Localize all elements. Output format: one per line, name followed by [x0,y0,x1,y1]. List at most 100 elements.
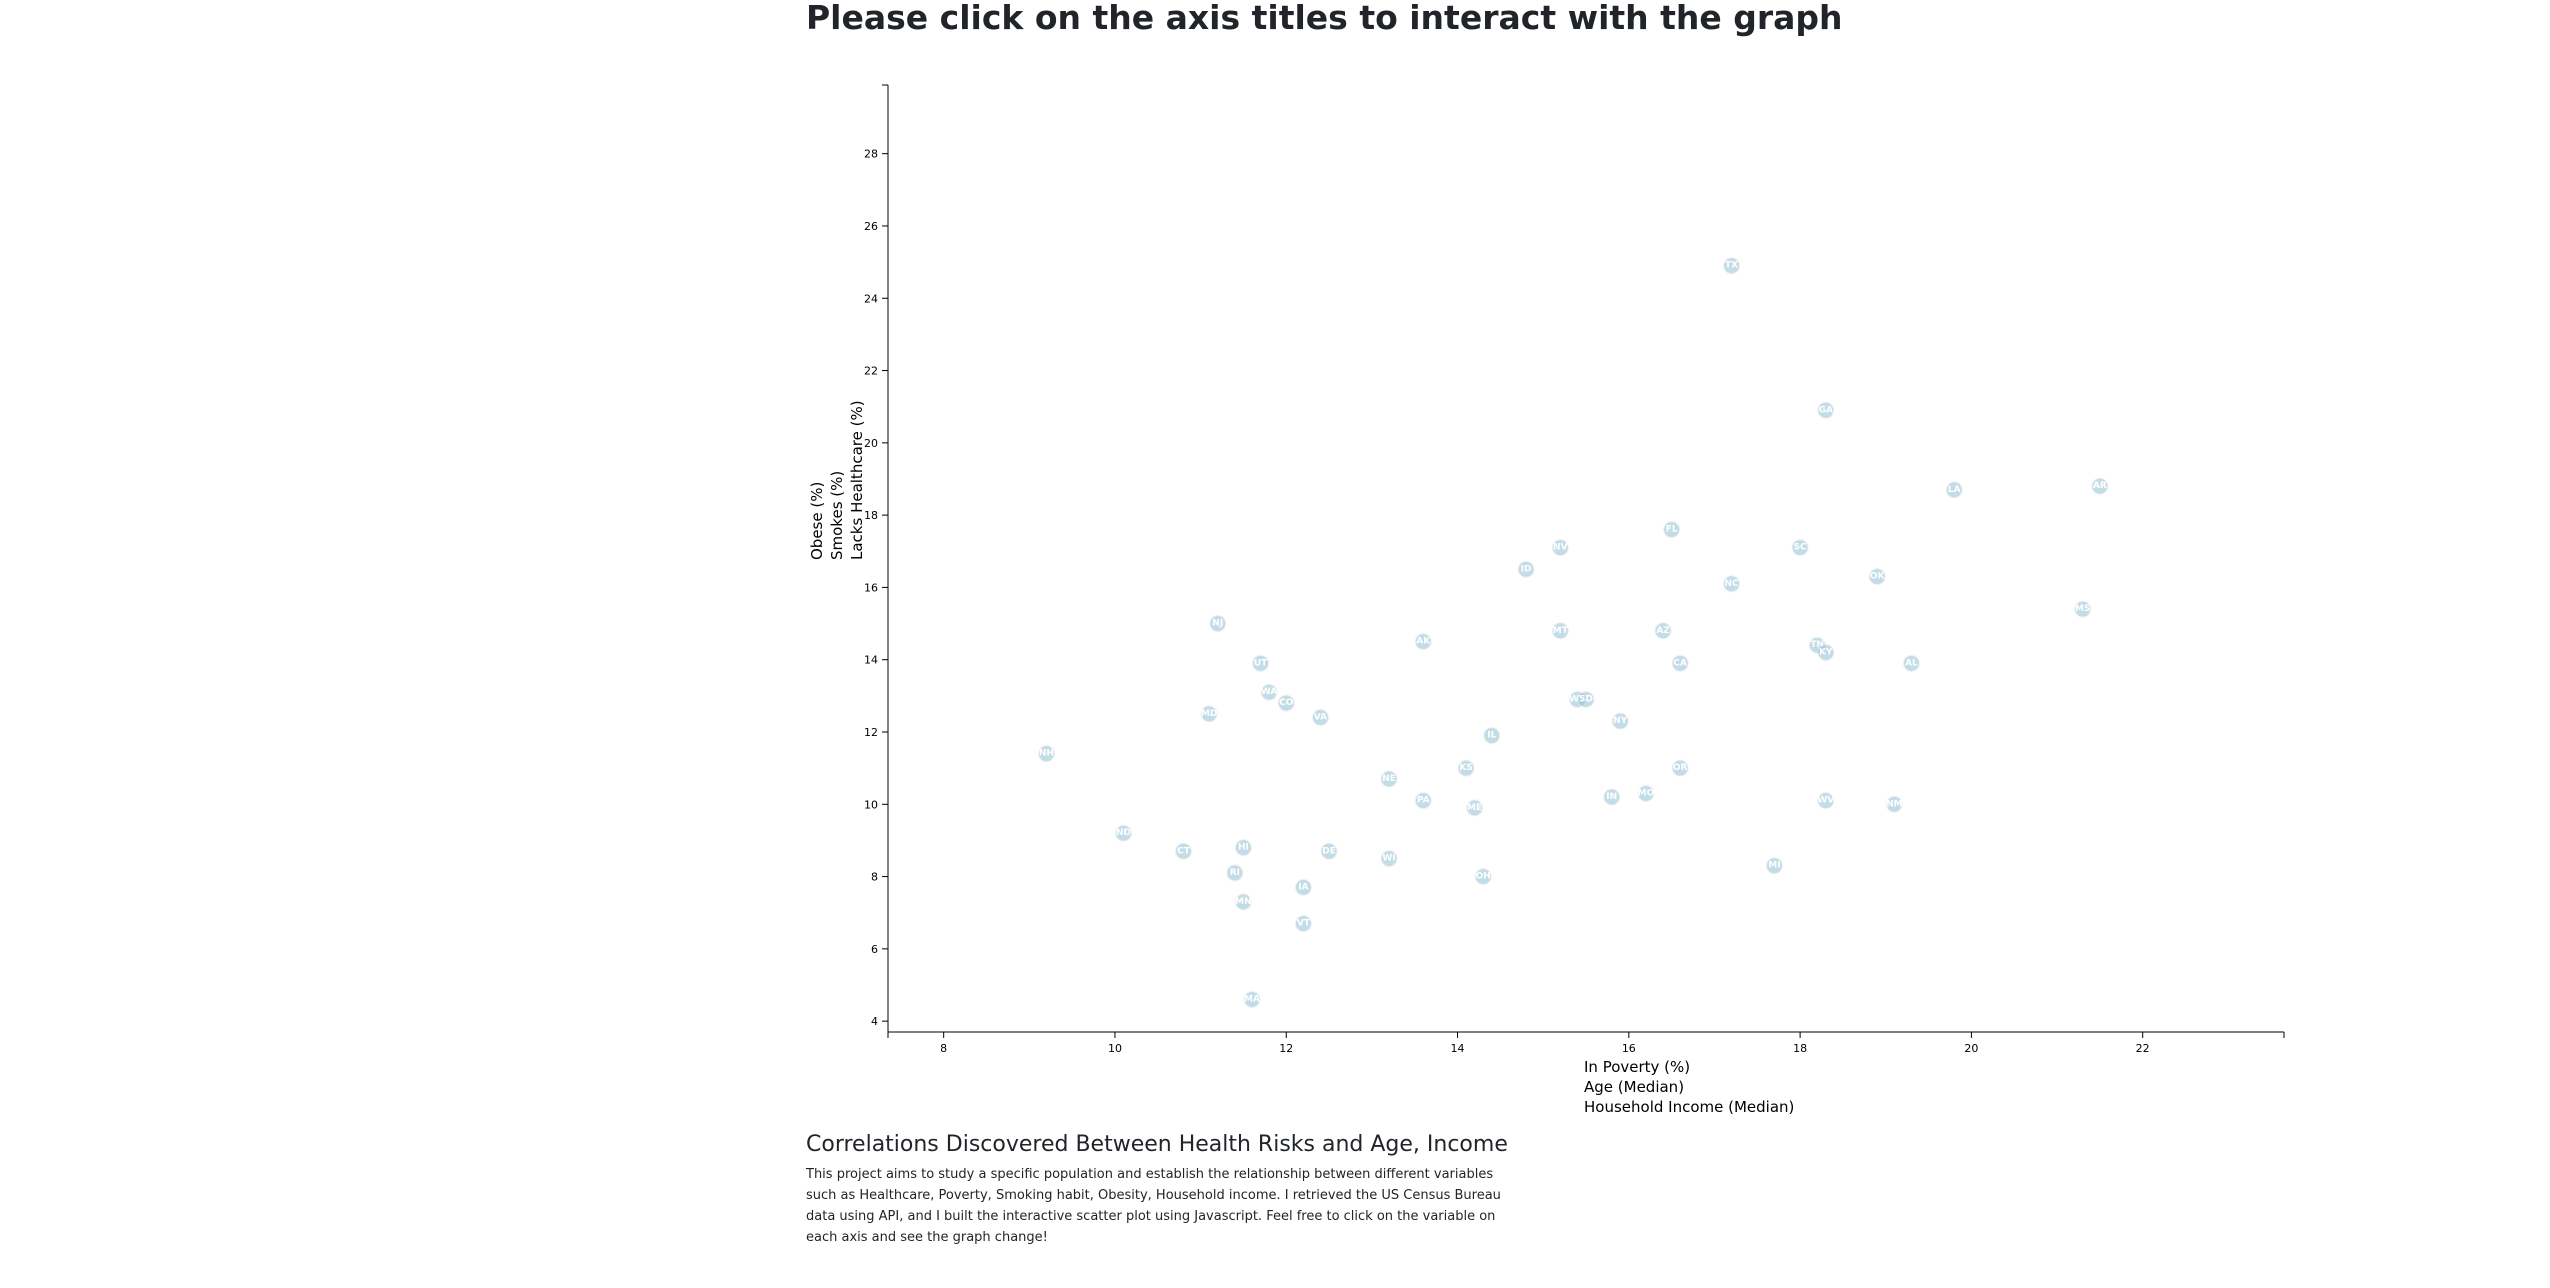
state-circle[interactable] [1902,654,1920,672]
state-circle[interactable] [1312,709,1330,727]
y-axis-title-obese[interactable]: Obese (%) [808,482,826,560]
state-point-in[interactable]: IN [1603,788,1621,806]
state-point-ms[interactable]: MS [2074,600,2092,618]
state-circle[interactable] [1294,915,1312,933]
state-circle[interactable] [1115,824,1133,842]
state-point-al[interactable]: AL [1902,654,1920,672]
state-circle[interactable] [1474,868,1492,886]
state-point-mi[interactable]: MI [1765,857,1783,875]
state-circle[interactable] [1174,842,1192,860]
state-circle[interactable] [1260,683,1278,701]
state-circle[interactable] [1277,694,1295,712]
state-point-vt[interactable]: VT [1294,915,1312,933]
state-point-ne[interactable]: NE [1380,770,1398,788]
state-circle[interactable] [1577,690,1595,708]
state-circle[interactable] [1671,654,1689,672]
state-point-ny[interactable]: NY [1611,712,1629,730]
state-circle[interactable] [1294,878,1312,896]
state-circle[interactable] [1723,257,1741,275]
state-point-nd[interactable]: ND [1115,824,1133,842]
state-point-mo[interactable]: MO [1637,784,1655,802]
state-point-de[interactable]: DE [1320,842,1338,860]
state-point-nj[interactable]: NJ [1209,615,1227,633]
state-point-ma[interactable]: MA [1243,990,1261,1008]
state-circle[interactable] [1817,401,1835,419]
y-axis-title-smokes[interactable]: Smokes (%) [828,471,846,560]
state-circle[interactable] [1226,864,1244,882]
state-point-ak[interactable]: AK [1414,633,1432,651]
state-point-mt[interactable]: MT [1551,622,1569,640]
state-circle[interactable] [1414,792,1432,810]
state-circle[interactable] [1414,633,1432,651]
state-point-md[interactable]: MD [1200,705,1218,723]
state-circle[interactable] [1320,842,1338,860]
state-point-hi[interactable]: HI [1234,839,1252,857]
state-point-sc[interactable]: SC [1791,539,1809,557]
state-point-pa[interactable]: PA [1414,792,1432,810]
state-point-il[interactable]: IL [1483,727,1501,745]
state-circle[interactable] [1234,839,1252,857]
state-circle[interactable] [2091,477,2109,495]
state-point-wa[interactable]: WA [1260,683,1278,701]
state-point-nc[interactable]: NC [1723,575,1741,593]
state-point-fl[interactable]: FL [1663,521,1681,539]
state-circle[interactable] [1517,560,1535,578]
state-point-ga[interactable]: GA [1817,401,1835,419]
state-point-ut[interactable]: UT [1252,654,1270,672]
state-circle[interactable] [1243,990,1261,1008]
state-circle[interactable] [1791,539,1809,557]
state-circle[interactable] [1723,575,1741,593]
state-point-ar[interactable]: AR [2091,477,2109,495]
x-axis-title-age[interactable]: Age (Median) [1584,1078,1684,1096]
state-point-me[interactable]: ME [1466,799,1484,817]
state-point-oh[interactable]: OH [1474,868,1492,886]
state-circle[interactable] [1466,799,1484,817]
state-point-wi[interactable]: WI [1380,850,1398,868]
state-point-va[interactable]: VA [1312,709,1330,727]
state-point-ia[interactable]: IA [1294,878,1312,896]
state-point-wv[interactable]: WV [1817,792,1835,810]
state-point-ok[interactable]: OK [1868,568,1886,586]
state-circle[interactable] [1252,654,1270,672]
state-circle[interactable] [1637,784,1655,802]
state-point-nv[interactable]: NV [1551,539,1569,557]
state-point-nm[interactable]: NM [1885,795,1903,813]
state-circle[interactable] [1817,792,1835,810]
x-axis-title-poverty[interactable]: In Poverty (%) [1584,1058,1690,1076]
state-circle[interactable] [1611,712,1629,730]
state-point-co[interactable]: CO [1277,694,1295,712]
state-circle[interactable] [1817,643,1835,661]
state-circle[interactable] [1671,759,1689,777]
state-circle[interactable] [1885,795,1903,813]
state-point-sd[interactable]: SD [1577,690,1595,708]
state-circle[interactable] [1457,759,1475,777]
state-point-or[interactable]: OR [1671,759,1689,777]
state-circle[interactable] [1380,850,1398,868]
state-circle[interactable] [1234,893,1252,911]
state-circle[interactable] [1483,727,1501,745]
state-circle[interactable] [1209,615,1227,633]
state-point-id[interactable]: ID [1517,560,1535,578]
state-circle[interactable] [1945,481,1963,499]
state-point-tx[interactable]: TX [1723,257,1741,275]
state-point-az[interactable]: AZ [1654,622,1672,640]
state-point-ky[interactable]: KY [1817,643,1835,661]
state-circle[interactable] [1037,745,1055,763]
x-axis-title-income[interactable]: Household Income (Median) [1584,1098,1794,1116]
state-circle[interactable] [1654,622,1672,640]
state-circle[interactable] [1603,788,1621,806]
state-circle[interactable] [1551,622,1569,640]
state-point-la[interactable]: LA [1945,481,1963,499]
state-point-ca[interactable]: CA [1671,654,1689,672]
state-circle[interactable] [1765,857,1783,875]
y-axis-title-healthcare[interactable]: Lacks Healthcare (%) [848,400,866,560]
state-point-ct[interactable]: CT [1174,842,1192,860]
state-point-mn[interactable]: MN [1234,893,1252,911]
state-point-ri[interactable]: RI [1226,864,1244,882]
state-point-nh[interactable]: NH [1037,745,1055,763]
state-circle[interactable] [1380,770,1398,788]
state-point-ks[interactable]: KS [1457,759,1475,777]
state-circle[interactable] [1663,521,1681,539]
state-circle[interactable] [1868,568,1886,586]
state-circle[interactable] [2074,600,2092,618]
